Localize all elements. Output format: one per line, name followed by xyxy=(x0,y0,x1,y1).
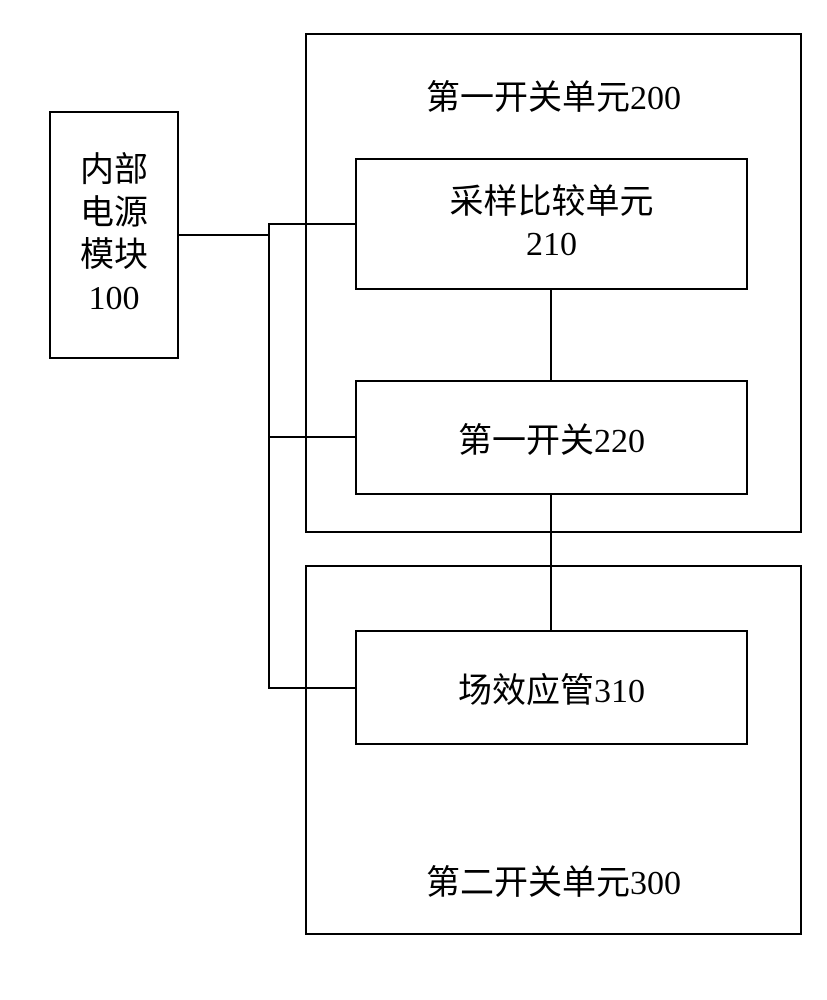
node-label: 210 xyxy=(526,224,577,267)
container-title: 第二开关单元300 xyxy=(305,855,802,904)
container-title: 第一开关单元200 xyxy=(305,70,802,119)
title-text: 第二开关单元300 xyxy=(426,865,681,902)
edge xyxy=(550,290,552,380)
node-label: 第一开关220 xyxy=(458,413,645,462)
edge xyxy=(268,223,270,689)
node-internal-power-module: 内部 电源 模块 100 xyxy=(49,111,179,359)
node-first-switch: 第一开关220 xyxy=(355,380,748,495)
title-text: 第一开关单元200 xyxy=(426,80,681,117)
node-sampling-compare-unit: 采样比较单元 210 xyxy=(355,158,748,290)
diagram-canvas: 内部 电源 模块 100 第一开关单元200 采样比较单元 210 第一开关22… xyxy=(0,0,827,1000)
node-fet: 场效应管310 xyxy=(355,630,748,745)
edge xyxy=(268,687,355,689)
node-label: 采样比较单元 xyxy=(450,182,654,225)
edge xyxy=(268,223,355,225)
edge xyxy=(550,495,552,630)
edge xyxy=(268,436,355,438)
edge xyxy=(179,234,270,236)
node-label: 模块 xyxy=(80,235,148,278)
node-label: 场效应管310 xyxy=(458,663,645,712)
node-label: 电源 xyxy=(80,193,148,236)
node-label: 100 xyxy=(89,278,140,321)
node-label: 内部 xyxy=(80,150,148,193)
